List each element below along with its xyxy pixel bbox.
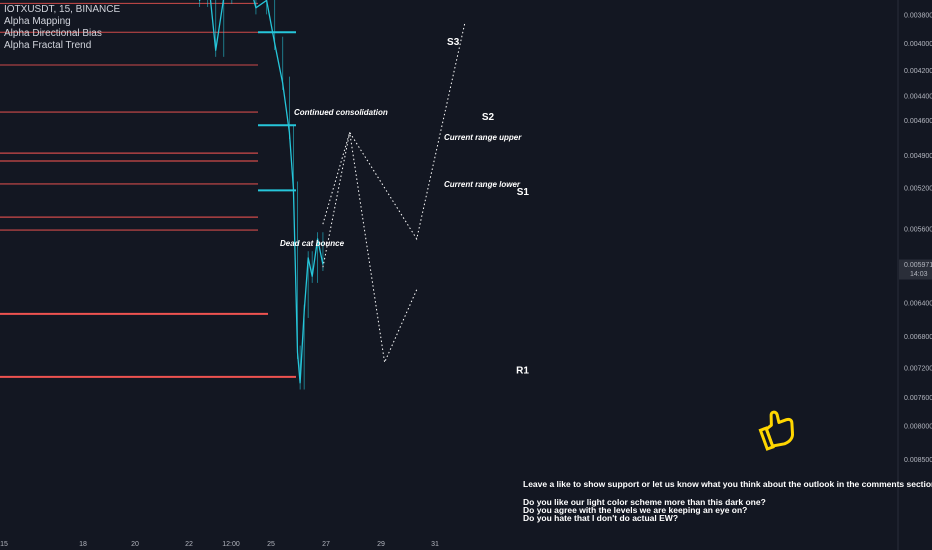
y-tick-label: 0.004400 xyxy=(904,93,932,100)
projection-path-2 xyxy=(322,22,466,241)
projection-path-1 xyxy=(322,132,418,365)
y-tick-label: 0.006400 xyxy=(904,300,932,307)
zone-label-s2: S2 xyxy=(482,112,495,123)
y-tick-label: 0.008500 xyxy=(904,457,932,464)
x-tick-label: 15 xyxy=(0,541,8,548)
countdown-timer: 14:03 xyxy=(910,271,928,278)
x-tick-label: 18 xyxy=(79,541,87,548)
y-tick-label: 0.004200 xyxy=(904,68,932,75)
last-price-value: 0.005971 xyxy=(904,262,932,269)
x-tick-label: 31 xyxy=(431,541,439,548)
x-tick-label: 20 xyxy=(131,541,139,548)
last-price-tag xyxy=(899,259,932,280)
price-line xyxy=(198,0,324,384)
x-tick-label: 25 xyxy=(267,541,275,548)
zone-label-r1: R1 xyxy=(516,366,529,377)
message-line-1: Leave a like to show support or let us k… xyxy=(523,479,932,489)
message-line-3: Do you agree with the levels we are keep… xyxy=(523,505,747,515)
zone-label-s3: S3 xyxy=(447,37,460,48)
annotation-dead-cat-bounce: Dead cat bounce xyxy=(280,239,345,248)
annotation-current-range-upper: Current range upper xyxy=(444,133,522,142)
y-tick-label: 0.004900 xyxy=(904,153,932,160)
y-tick-label: 0.006800 xyxy=(904,334,932,341)
indicator-alpha-fractal-trend[interactable]: Alpha Fractal Trend xyxy=(4,40,92,51)
y-tick-label: 0.003800 xyxy=(904,13,932,20)
symbol-title[interactable]: IOTXUSDT, 15, BINANCE xyxy=(4,4,121,15)
y-tick-label: 0.008000 xyxy=(904,423,932,430)
x-tick-label: 12:00 xyxy=(222,541,240,548)
y-tick-label: 0.005200 xyxy=(904,186,932,193)
x-tick-label: 29 xyxy=(377,541,385,548)
zone-label-s1: S1 xyxy=(517,187,530,198)
x-tick-label: 27 xyxy=(322,541,330,548)
y-tick-label: 0.004600 xyxy=(904,118,932,125)
y-tick-label: 0.007600 xyxy=(904,395,932,402)
y-tick-label: 0.005600 xyxy=(904,227,932,234)
message-line-4: Do you hate that I don't do actual EW? xyxy=(523,513,678,523)
annotation-current-range-lower: Current range lower xyxy=(444,180,521,189)
chart-legend: IOTXUSDT, 15, BINANCE Alpha Mapping Alph… xyxy=(4,4,120,52)
message-line-2: Do you like our light color scheme more … xyxy=(523,497,766,507)
y-tick-label: 0.007200 xyxy=(904,365,932,372)
thumbs-up-icon xyxy=(758,410,794,451)
x-tick-label: 22 xyxy=(185,541,193,548)
indicator-alpha-mapping[interactable]: Alpha Mapping xyxy=(4,16,71,27)
indicator-alpha-directional-bias[interactable]: Alpha Directional Bias xyxy=(4,28,102,39)
annotation-continued-consolidation: Continued consolidation xyxy=(294,108,388,117)
y-tick-label: 0.004000 xyxy=(904,41,932,48)
